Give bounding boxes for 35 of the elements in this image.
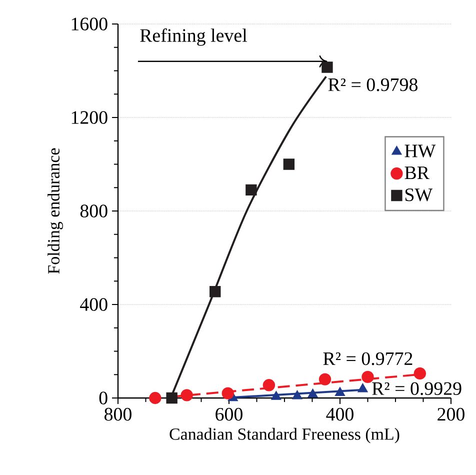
point	[362, 370, 374, 384]
point	[246, 184, 257, 196]
x-tick-label: 400	[326, 408, 354, 421]
point	[283, 158, 295, 170]
point	[166, 392, 178, 404]
annotation: R² = 0.9772	[323, 352, 412, 366]
point	[414, 367, 426, 380]
x-tick-label: 800	[104, 408, 132, 421]
point	[358, 384, 368, 392]
x-tick-label: 600	[216, 408, 242, 421]
y-axis-title: Folding endurance	[48, 148, 63, 274]
point	[292, 390, 302, 400]
point	[262, 379, 276, 392]
y-tick-label: 0	[99, 392, 108, 404]
point	[180, 389, 193, 402]
point	[335, 387, 345, 396]
point	[149, 392, 162, 404]
annotation: R² = 0.9798	[328, 78, 418, 92]
point	[322, 62, 333, 73]
y-tick-label: 400	[80, 298, 108, 311]
x-tick-label: 200	[438, 408, 464, 421]
annotation: R² = 0.9929	[372, 382, 462, 396]
point	[210, 286, 221, 298]
point	[318, 373, 332, 386]
y-tick-label: 1600	[72, 18, 108, 30]
point	[271, 391, 282, 400]
legend-label: BR	[404, 166, 430, 180]
y-tick-label: 1200	[72, 111, 108, 124]
annotation: Refining level	[140, 28, 247, 46]
y-tick-label: 800	[80, 204, 108, 218]
x-axis-title: Canadian Standard Freeness (mL)	[170, 428, 400, 444]
point	[308, 388, 318, 398]
point	[222, 387, 234, 400]
legend-label: HW	[404, 144, 436, 158]
legend-label: SW	[405, 188, 433, 202]
